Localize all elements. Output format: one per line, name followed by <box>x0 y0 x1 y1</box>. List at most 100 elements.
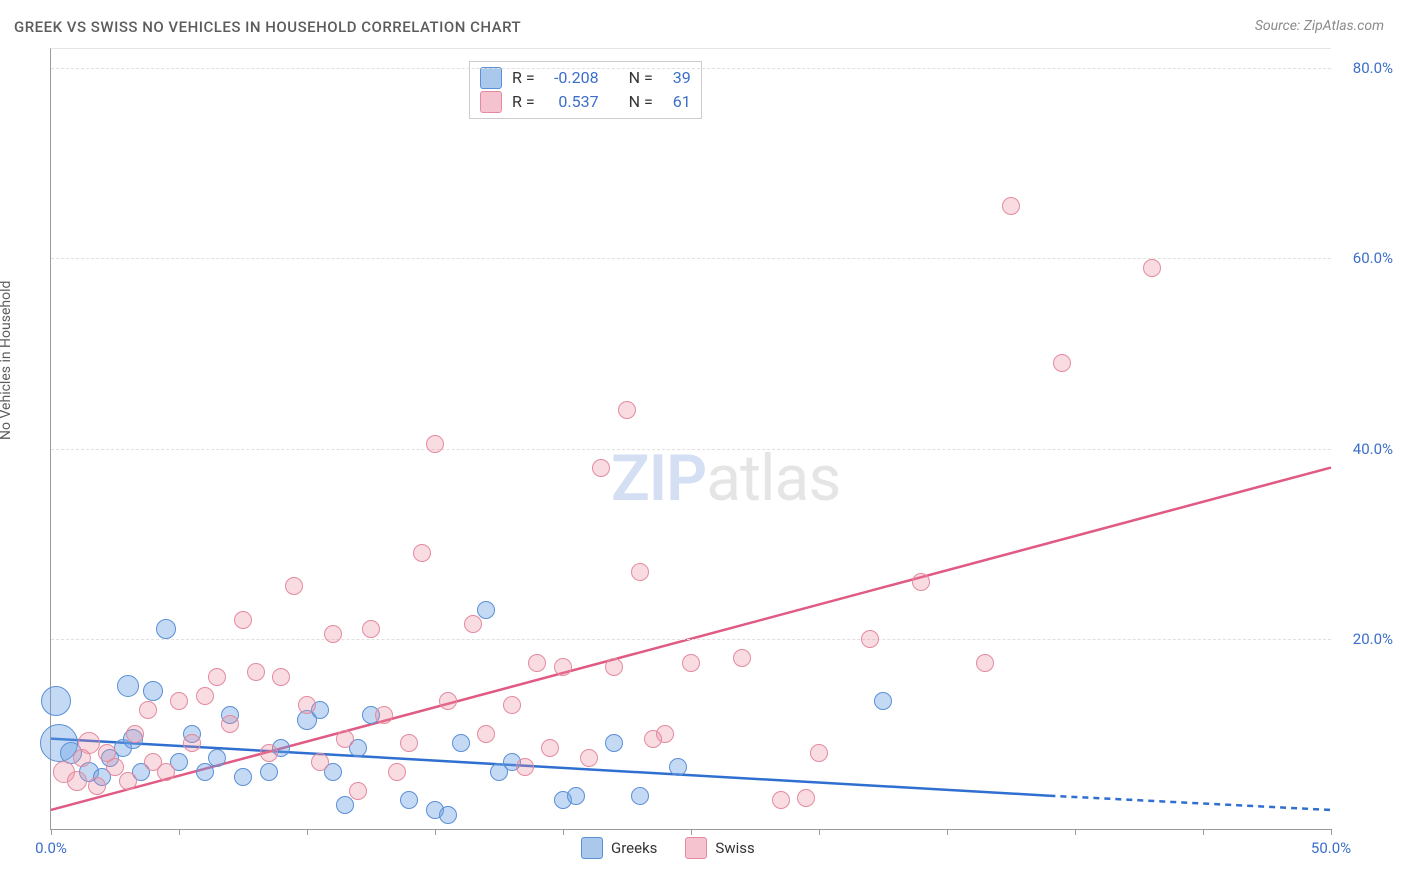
bubble-swiss <box>272 668 290 686</box>
chart-title: GREEK VS SWISS NO VEHICLES IN HOUSEHOLD … <box>14 18 521 36</box>
bubble-swiss <box>682 654 700 672</box>
bubble-swiss <box>426 435 444 453</box>
bubble-swiss <box>477 725 495 743</box>
bubble-swiss <box>221 715 239 733</box>
bubble-swiss <box>336 730 354 748</box>
grid-line <box>51 449 1331 450</box>
bubble-swiss <box>554 658 572 676</box>
bubble-swiss <box>605 658 623 676</box>
trend-lines-svg <box>51 49 1331 829</box>
bubble-swiss <box>1053 354 1071 372</box>
x-tick-mark <box>435 829 436 835</box>
bubble-swiss <box>183 734 201 752</box>
bubble-swiss <box>119 772 137 790</box>
x-tick-mark <box>819 829 820 835</box>
bubble-greek <box>143 681 163 701</box>
bubble-greek <box>400 791 418 809</box>
bubble-swiss <box>592 459 610 477</box>
bubble-swiss <box>157 763 175 781</box>
grid-line <box>51 639 1331 640</box>
bubble-swiss <box>656 725 674 743</box>
bubble-swiss <box>618 401 636 419</box>
y-tick-label: 60.0% <box>1339 249 1393 267</box>
bubble-swiss <box>170 692 188 710</box>
bubble-swiss <box>388 763 406 781</box>
bubble-swiss <box>285 577 303 595</box>
bubble-swiss <box>541 739 559 757</box>
swatch-swiss <box>480 91 502 113</box>
bubble-swiss <box>631 563 649 581</box>
bubble-swiss <box>400 734 418 752</box>
legend-item-greeks: Greeks <box>581 837 657 859</box>
bubble-greek <box>452 734 470 752</box>
bubble-swiss <box>1143 259 1161 277</box>
x-tick-mark <box>51 829 52 835</box>
bubble-swiss <box>234 611 252 629</box>
swatch-swiss-legend <box>685 837 707 859</box>
bubble-swiss <box>516 758 534 776</box>
bubble-swiss <box>528 654 546 672</box>
legend-item-swiss: Swiss <box>685 837 754 859</box>
bubble-swiss <box>976 654 994 672</box>
legend-bottom: Greeks Swiss <box>581 837 755 859</box>
swatch-greek-legend <box>581 837 603 859</box>
bubble-swiss <box>797 789 815 807</box>
x-tick-mark <box>947 829 948 835</box>
bubble-greek <box>439 806 457 824</box>
bubble-swiss <box>362 620 380 638</box>
grid-line <box>51 258 1331 259</box>
bubble-swiss <box>375 706 393 724</box>
bubble-greek <box>260 763 278 781</box>
bubble-swiss <box>324 625 342 643</box>
bubble-greek <box>874 692 892 710</box>
x-tick-mark <box>307 829 308 835</box>
bubble-swiss <box>208 668 226 686</box>
bubble-swiss <box>413 544 431 562</box>
bubble-swiss <box>439 692 457 710</box>
bubble-swiss <box>772 791 790 809</box>
stats-row-swiss: R = 0.537 N = 61 <box>480 90 691 114</box>
bubble-swiss <box>196 687 214 705</box>
bubble-swiss <box>503 696 521 714</box>
y-tick-label: 40.0% <box>1339 440 1393 458</box>
x-tick-mark <box>563 829 564 835</box>
bubble-greek <box>605 734 623 752</box>
bubble-swiss <box>247 663 265 681</box>
bubble-swiss <box>1002 197 1020 215</box>
bubble-greek <box>631 787 649 805</box>
x-tick-label: 50.0% <box>1311 839 1351 857</box>
bubble-swiss <box>78 732 100 754</box>
bubble-greek <box>567 787 585 805</box>
bubble-greek <box>41 686 71 716</box>
x-tick-mark <box>1075 829 1076 835</box>
bubble-greek <box>196 763 214 781</box>
bubble-swiss <box>67 771 87 791</box>
plot-area: ZIPatlas R = -0.208 N = 39 R = 0.537 N =… <box>50 48 1331 830</box>
bubble-swiss <box>733 649 751 667</box>
swatch-greek <box>480 67 502 89</box>
bubble-greek <box>117 675 139 697</box>
watermark: ZIPatlas <box>611 441 840 516</box>
bubble-swiss <box>810 744 828 762</box>
chart-container: GREEK VS SWISS NO VEHICLES IN HOUSEHOLD … <box>0 0 1406 892</box>
bubble-swiss <box>912 573 930 591</box>
bubble-greek <box>156 619 176 639</box>
bubble-swiss <box>349 782 367 800</box>
bubble-swiss <box>126 725 144 743</box>
x-tick-mark <box>179 829 180 835</box>
y-tick-label: 80.0% <box>1339 59 1393 77</box>
x-tick-label: 0.0% <box>35 839 67 857</box>
grid-line <box>51 68 1331 69</box>
bubble-greek <box>336 796 354 814</box>
bubble-greek <box>208 749 226 767</box>
x-tick-mark <box>1203 829 1204 835</box>
source-label: Source: ZipAtlas.com <box>1255 18 1384 34</box>
stats-box: R = -0.208 N = 39 R = 0.537 N = 61 <box>469 61 702 119</box>
bubble-swiss <box>88 777 106 795</box>
y-tick-label: 20.0% <box>1339 630 1393 648</box>
bubble-swiss <box>298 696 316 714</box>
bubble-greek <box>477 601 495 619</box>
bubble-swiss <box>464 615 482 633</box>
bubble-swiss <box>311 753 329 771</box>
bubble-swiss <box>260 744 278 762</box>
